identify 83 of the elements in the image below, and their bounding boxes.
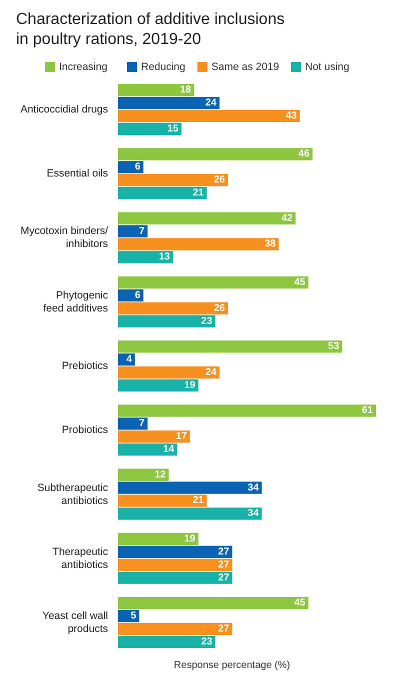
bar bbox=[118, 546, 232, 558]
bar bbox=[118, 430, 190, 443]
bar bbox=[118, 379, 198, 392]
bar bbox=[118, 443, 178, 456]
bar bbox=[118, 315, 216, 328]
data-label: 45 bbox=[294, 276, 306, 288]
bar bbox=[118, 404, 376, 417]
data-label: 43 bbox=[286, 110, 298, 122]
bar bbox=[118, 482, 262, 494]
legend-label: Reducing bbox=[141, 61, 186, 73]
bar bbox=[118, 302, 228, 314]
data-label: 15 bbox=[167, 123, 179, 134]
legend-label: Increasing bbox=[59, 61, 108, 73]
y-tick-label: Subtherapeutic antibiotics bbox=[37, 482, 108, 507]
data-label: 6 bbox=[134, 162, 141, 173]
bar bbox=[118, 96, 220, 110]
bar bbox=[118, 340, 342, 353]
data-label: 27 bbox=[218, 546, 230, 558]
bar bbox=[118, 276, 308, 289]
legend-label: Not using bbox=[305, 61, 350, 73]
bar bbox=[118, 366, 220, 379]
bar bbox=[118, 84, 194, 96]
bar bbox=[118, 148, 313, 160]
data-label: 27 bbox=[218, 623, 230, 634]
data-label: 5 bbox=[130, 610, 137, 622]
data-label: 38 bbox=[264, 238, 276, 250]
data-label: 18 bbox=[180, 84, 192, 96]
data-label: 13 bbox=[158, 252, 170, 263]
x-axis-title: Response percentage (%) bbox=[174, 660, 290, 671]
bar bbox=[118, 122, 182, 136]
data-label: 4 bbox=[126, 354, 132, 366]
y-tick-label: Mycotoxin binders/ inhibitors bbox=[20, 225, 108, 250]
bar bbox=[118, 622, 232, 636]
data-label: 53 bbox=[328, 341, 340, 352]
data-label: 19 bbox=[184, 533, 196, 544]
y-tick-label: Probiotics bbox=[62, 424, 108, 436]
data-label: 34 bbox=[248, 482, 260, 494]
data-label: 12 bbox=[154, 469, 166, 480]
data-label: 27 bbox=[218, 572, 230, 584]
data-label: 17 bbox=[176, 431, 188, 442]
bar bbox=[118, 508, 262, 520]
y-tick-label: Therapeutic antibiotics bbox=[52, 546, 108, 571]
bar bbox=[118, 251, 173, 264]
data-label: 19 bbox=[184, 380, 196, 391]
bar bbox=[118, 174, 228, 186]
bar bbox=[118, 212, 296, 224]
data-label: 6 bbox=[134, 290, 141, 301]
data-label: 21 bbox=[192, 495, 204, 506]
data-label: 34 bbox=[248, 508, 260, 520]
data-label: 42 bbox=[282, 212, 294, 224]
bar bbox=[118, 596, 308, 610]
y-tick-label: Essential oils bbox=[46, 168, 108, 180]
data-label: 23 bbox=[201, 636, 213, 648]
data-label: 27 bbox=[218, 559, 230, 570]
chart-title: Characterization of additive inclusions in poultry rations, 2019-20 bbox=[16, 11, 285, 48]
data-label: 23 bbox=[201, 316, 213, 327]
bar bbox=[118, 110, 300, 122]
data-label: 45 bbox=[294, 598, 306, 609]
bar bbox=[118, 468, 169, 481]
data-label: 21 bbox=[192, 188, 204, 199]
data-label: 24 bbox=[205, 98, 217, 109]
y-tick-label: Phytogenic feed additives bbox=[43, 289, 108, 314]
bar bbox=[118, 494, 207, 507]
y-tick-label: Yeast cell wall products bbox=[42, 610, 108, 635]
bar bbox=[118, 186, 207, 200]
data-label: 7 bbox=[139, 418, 146, 430]
data-label: 26 bbox=[214, 302, 226, 314]
bar bbox=[118, 532, 198, 546]
data-label: 7 bbox=[139, 226, 146, 237]
data-label: 26 bbox=[214, 174, 226, 186]
data-label: 24 bbox=[205, 366, 217, 378]
bar bbox=[118, 558, 232, 571]
bar bbox=[118, 572, 232, 584]
y-tick-label: Anticoccidial drugs bbox=[20, 104, 108, 116]
data-label: 14 bbox=[163, 444, 175, 456]
y-tick-label: Prebiotics bbox=[62, 360, 108, 372]
bar bbox=[118, 418, 148, 430]
bar bbox=[118, 225, 148, 238]
bar bbox=[118, 238, 279, 250]
data-label: 61 bbox=[362, 405, 374, 416]
data-label: 46 bbox=[298, 148, 310, 160]
legend-label: Same as 2019 bbox=[211, 61, 280, 73]
bar bbox=[118, 636, 216, 648]
